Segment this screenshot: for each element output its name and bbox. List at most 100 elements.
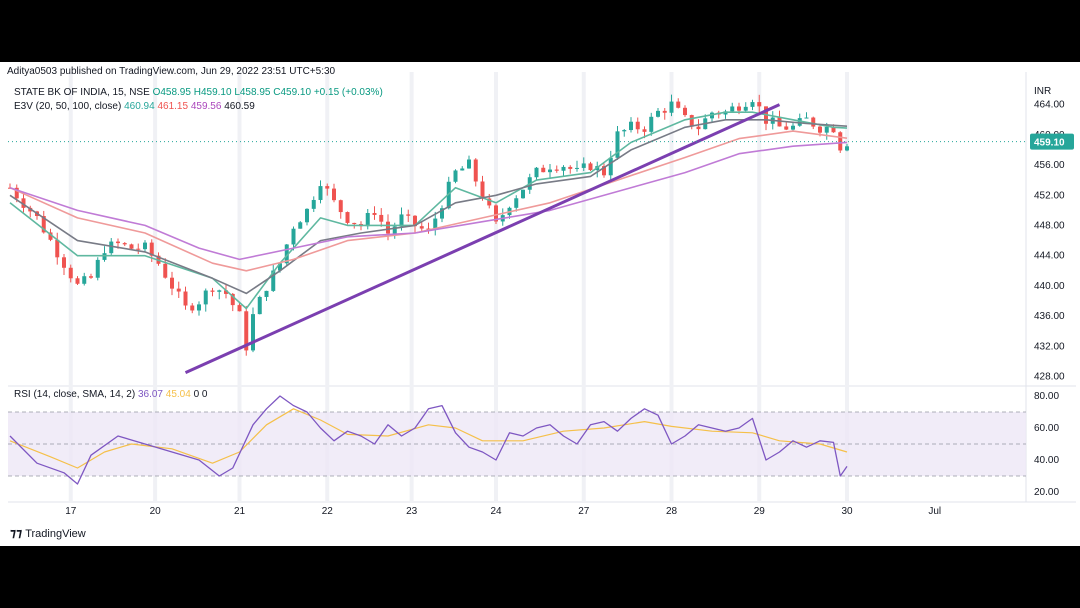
candle-body	[534, 167, 539, 178]
candle-body	[136, 248, 141, 250]
candle-body	[271, 270, 276, 291]
candle-body	[291, 228, 296, 245]
candle-body	[818, 126, 822, 133]
candle-body	[311, 199, 316, 209]
candle-body	[615, 131, 620, 158]
candle-body	[298, 222, 303, 229]
candle-body	[662, 110, 667, 113]
candle-body	[284, 244, 289, 264]
y-tick-label: 436.00	[1034, 311, 1065, 322]
close-value: C459.10	[273, 87, 312, 98]
candle-body	[257, 296, 262, 315]
candle-body	[82, 276, 87, 284]
ema-value-4: 460.59	[224, 101, 255, 112]
candle-body	[689, 115, 694, 127]
candle-body	[325, 186, 330, 189]
candle-body	[264, 290, 269, 297]
candle-body	[561, 166, 566, 171]
candle-body	[608, 157, 613, 176]
candle-body	[804, 117, 809, 119]
ema-legend: E3V (20, 50, 100, close) 460.94 461.15 4…	[14, 101, 255, 112]
session-separator	[581, 72, 586, 502]
rsi-tick-label: 40.00	[1034, 455, 1059, 466]
rsi-tick-label: 20.00	[1034, 487, 1059, 498]
tv-logo-icon: ⁊⁊	[10, 526, 23, 540]
chart-svg: 17 20 21 22 23 24 27 28 29 30 Jul 428.00 432.00 436.0…	[8, 72, 1076, 517]
candle-body	[696, 126, 701, 130]
x-tick-label: 28	[666, 506, 678, 517]
candle-body	[480, 181, 485, 199]
candle-body	[791, 125, 795, 130]
candle-body	[649, 116, 654, 132]
candle-body	[581, 163, 586, 168]
candle-body	[548, 169, 552, 173]
rsi-line	[9, 395, 848, 485]
candle-body	[210, 290, 215, 292]
rsi-sma-line	[9, 408, 848, 469]
candle-body	[642, 129, 647, 132]
candle-body	[568, 166, 573, 169]
ema-line-200	[9, 141, 848, 261]
candle-body	[75, 278, 80, 284]
ema-value-1: 460.94	[124, 101, 155, 112]
candle-body	[811, 117, 816, 127]
candle-body	[203, 290, 208, 305]
candle-body	[831, 126, 836, 133]
x-tick-label: 17	[65, 506, 77, 517]
candle-body	[41, 215, 46, 233]
candle-body	[757, 102, 762, 107]
rsi-extra-1: 0	[193, 389, 200, 400]
candle-body	[170, 277, 174, 289]
candle-body	[217, 290, 222, 292]
candle-body	[109, 241, 114, 254]
candle-body	[318, 186, 323, 200]
candle-body	[116, 241, 120, 244]
candle-body	[365, 212, 370, 227]
rsi-tick-label: 80.00	[1034, 391, 1059, 402]
symbol-label: STATE BK OF INDIA, 15, NSE	[14, 87, 150, 98]
rsi-extra-2: 0	[201, 389, 208, 400]
candle-body	[392, 226, 397, 234]
candle-body	[845, 146, 849, 151]
candle-body	[406, 214, 411, 216]
candle-body	[554, 169, 559, 171]
candle-body	[386, 221, 390, 234]
high-value: H459.10	[193, 87, 232, 98]
candle-body	[433, 218, 438, 230]
session-separator	[845, 72, 849, 502]
x-tick-label: 21	[234, 506, 246, 517]
candle-body	[399, 214, 404, 227]
candle-body	[190, 305, 195, 311]
candle-body	[494, 205, 498, 222]
candle-body	[453, 170, 458, 182]
candle-body	[372, 212, 377, 215]
change-value: +0.15 (+0.03%)	[313, 87, 383, 98]
candle-body	[176, 288, 181, 292]
candle-body	[48, 232, 53, 240]
tradingview-logo[interactable]: ⁊⁊ TradingView	[10, 526, 86, 540]
candle-body	[129, 244, 134, 249]
candle-body	[332, 188, 336, 201]
ema-value-3: 459.56	[190, 101, 222, 112]
x-tick-label: Jul	[928, 506, 941, 517]
candle-body	[55, 239, 60, 258]
publisher-line: Aditya0503 published on TradingView.com,…	[7, 66, 336, 77]
candle-body	[737, 106, 741, 111]
candle-body	[656, 110, 660, 117]
candle-body	[149, 242, 154, 256]
candle-body	[197, 304, 201, 311]
session-separator	[237, 72, 242, 502]
candle-body	[784, 126, 789, 130]
session-separator	[68, 72, 73, 502]
session-separator	[494, 72, 498, 502]
candle-body	[629, 121, 633, 131]
open-value: O458.95	[152, 87, 191, 98]
candle-body	[777, 117, 782, 127]
candle-body	[14, 187, 19, 199]
candle-body	[183, 291, 188, 306]
candle-body	[514, 198, 519, 208]
candle-body	[575, 167, 579, 169]
candle-body	[68, 267, 73, 279]
candle-body	[487, 198, 492, 206]
candle-body	[743, 106, 748, 111]
